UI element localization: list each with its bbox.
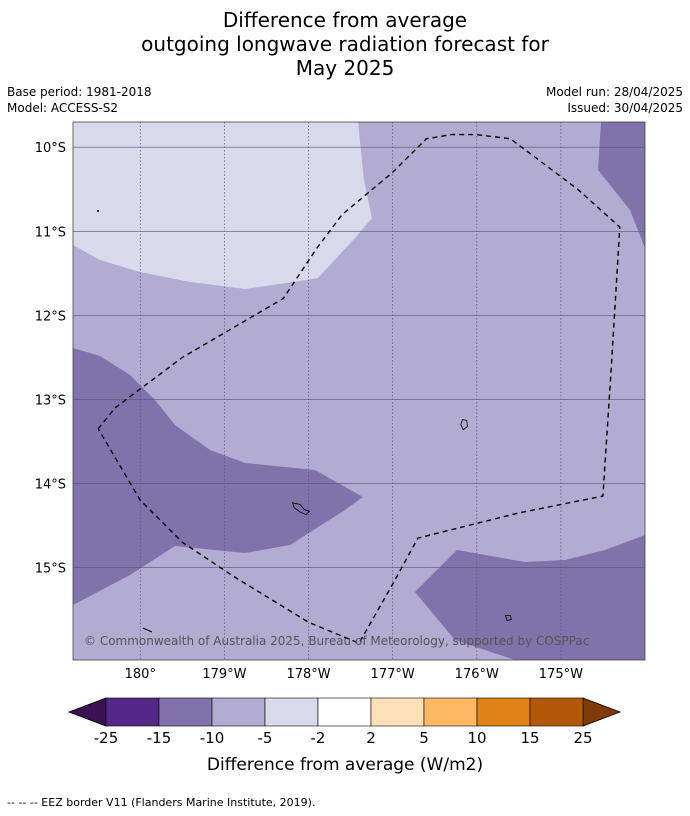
colorbar-tick-label: 15 [520,729,539,747]
colorbar-tick-label: 2 [366,729,376,747]
colorbar: -25 -15 -10 -5 -2 2 5 10 15 25 [67,697,622,747]
colorbar-swatch [211,697,266,727]
title-line-2: outgoing longwave radiation forecast for [141,32,549,56]
longitude-labels: 180° 179°W 178°W 177°W 176°W 175°W [125,667,583,682]
eez-border [97,133,621,645]
anomaly-region-southeast [415,535,645,660]
colorbar-tick-label: -5 [258,729,273,747]
colorbar-swatch [105,697,160,727]
map-canvas: © Commonwealth of Australia 2025, Bureau… [35,121,646,775]
latitude-label: 11°S [35,225,66,240]
island-dot [97,210,99,212]
colorbar-tick-label: 10 [467,729,486,747]
latitude-label: 14°S [35,477,66,492]
colorbar-swatch [423,697,478,727]
meta-left: Base period: 1981-2018 Model: ACCESS-S2 [7,84,152,116]
colorbar-swatch [158,697,213,727]
latitude-label: 12°S [35,309,66,324]
colorbar-tick-label: -10 [200,729,225,747]
colorbar-swatch [476,697,531,727]
eez-footnote: -- -- -- EEZ border V11 (Flanders Marine… [7,796,316,809]
island-outlines [97,210,512,633]
model-run: Model run: 28/04/2025 [545,85,683,99]
longitude-label: 177°W [371,667,415,682]
longitude-label: 176°W [455,667,499,682]
island-outline [291,502,311,516]
eez-border-line [97,133,621,645]
anomaly-fill-layer [73,122,645,660]
copyright-text: © Commonwealth of Australia 2025, Bureau… [84,634,589,648]
latitude-label: 13°S [35,393,66,408]
longitude-label: 175°W [539,667,583,682]
title-line-1: Difference from average [222,8,468,32]
graticule [73,122,645,660]
colorbar-max-arrow [582,697,622,727]
latitude-label: 10°S [35,141,66,156]
latitude-labels: 10°S 11°S 12°S 13°S 14°S 15°S [35,141,66,576]
anomaly-region-west [73,348,363,605]
colorbar-tick-label: 25 [573,729,592,747]
colorbar-min-arrow [67,697,107,727]
colorbar-tick-label: 5 [419,729,429,747]
island-outline [504,615,512,621]
colorbar-swatch [370,697,425,727]
colorbar-tick-label: -2 [311,729,326,747]
anomaly-region-northeast [598,122,645,248]
longitude-label: 179°W [202,667,246,682]
island-outline [460,419,468,431]
colorbar-tick-label: -25 [94,729,119,747]
issued-date: Issued: 30/04/2025 [567,101,683,115]
colorbar-swatch [264,697,319,727]
anomaly-region-weak [73,122,372,289]
model-name: Model: ACCESS-S2 [7,101,119,115]
colorbar-swatch [317,697,372,727]
meta-right: Model run: 28/04/2025 Issued: 30/04/2025 [546,84,683,116]
base-period: Base period: 1981-2018 [7,85,152,99]
longitude-label: 178°W [286,667,330,682]
chart-title: Difference from average outgoing longwav… [0,8,690,80]
colorbar-label: Difference from average (W/m2) [207,755,483,775]
colorbar-swatch [529,697,584,727]
map-frame [72,121,646,661]
colorbar-tick-label: -15 [147,729,172,747]
latitude-label: 15°S [35,562,66,577]
island-reef-mark [142,627,153,633]
title-line-3: May 2025 [295,56,395,80]
longitude-label: 180° [125,667,156,682]
